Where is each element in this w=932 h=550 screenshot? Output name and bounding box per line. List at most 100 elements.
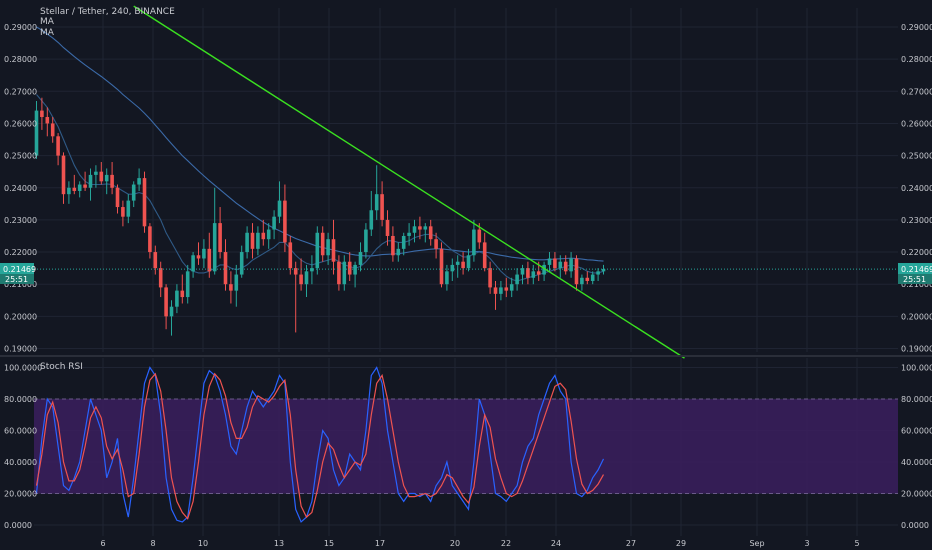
candle-body <box>374 194 379 211</box>
candle-body <box>250 232 255 249</box>
time-tick-label: 5 <box>854 539 859 548</box>
countdown-left-label: 25:51 <box>5 275 28 284</box>
price-tick-label-right: 0.22000 <box>901 248 932 257</box>
stoch-tick-label-left: 20.0000 <box>4 490 37 499</box>
stoch-tick-label-left: 40.0000 <box>4 458 37 467</box>
candle-body <box>369 210 374 230</box>
candle-body <box>256 232 260 249</box>
price-tick-label-right: 0.28000 <box>901 55 932 64</box>
stoch-tick-label-left: 100.0000 <box>4 364 42 373</box>
price-tick-label-right: 0.26000 <box>901 119 932 128</box>
candle-body <box>261 232 266 240</box>
stoch-tick-label-right: 100.0000 <box>901 364 932 373</box>
candle-body <box>542 264 546 275</box>
candle-body <box>504 287 509 291</box>
candle-body <box>347 261 352 275</box>
candle-body <box>574 258 579 285</box>
trendline-layer[interactable] <box>133 5 685 359</box>
candle-body <box>499 287 503 294</box>
candle-body <box>455 261 460 265</box>
candle-body <box>196 255 201 259</box>
candle-body <box>488 268 492 288</box>
time-tick-label: 15 <box>324 539 334 548</box>
candle-body <box>331 239 336 262</box>
time-tick-label: 3 <box>804 539 809 548</box>
candle-body <box>482 242 487 269</box>
candle-body <box>234 274 239 291</box>
candle-body <box>445 271 449 285</box>
candle-body <box>418 226 422 230</box>
candle-body <box>202 248 206 259</box>
last-price-right-label: 0.21469 <box>901 265 932 274</box>
candle-body <box>590 274 595 281</box>
candle-body <box>77 184 82 191</box>
countdown-right-label: 25:51 <box>903 275 926 284</box>
stoch-tick-label-right: 20.0000 <box>901 490 932 499</box>
time-tick-label: 27 <box>626 539 636 548</box>
price-tick-label-left: 0.29000 <box>4 23 37 32</box>
price-tick-label-left: 0.25000 <box>4 152 37 161</box>
candle-body <box>585 277 590 281</box>
candle-body <box>299 274 303 285</box>
candle-body <box>428 226 433 240</box>
symbol-title: Stellar / Tether, 240, BINANCE <box>40 7 175 17</box>
candle-body <box>337 261 341 285</box>
stoch-overbought-oversold-band <box>34 399 898 494</box>
time-tick-label: 13 <box>274 539 284 548</box>
candle-body <box>158 268 163 288</box>
last-price-badge-left: 0.21469 25:51 <box>0 263 36 284</box>
candle-body <box>315 232 320 269</box>
candle-body <box>34 110 39 156</box>
candle-body <box>88 174 93 188</box>
stoch-k-line <box>35 366 605 523</box>
stoch-rsi-layer <box>35 366 605 523</box>
candle-body <box>563 261 568 272</box>
time-tick-label: 8 <box>150 539 155 548</box>
candle-body <box>164 287 168 317</box>
stoch-tick-label-left: 0.0000 <box>4 521 32 530</box>
time-tick-label: 10 <box>198 539 208 548</box>
candle-body <box>531 271 536 278</box>
candle-body <box>239 252 244 275</box>
candle-body <box>439 248 444 285</box>
trendline[interactable] <box>133 5 685 359</box>
candle-body <box>121 207 125 217</box>
price-tick-label-right: 0.29000 <box>901 23 932 32</box>
candle-body <box>407 232 411 236</box>
moving-average-fast-line <box>36 94 604 282</box>
candle-body <box>110 174 114 188</box>
stoch-tick-label-left: 60.0000 <box>4 427 37 436</box>
last-price-badge-right: 0.21469 25:51 <box>898 263 932 284</box>
candle-body <box>423 226 428 230</box>
candle-body <box>40 110 44 118</box>
price-tick-label-right: 0.21000 <box>901 280 932 289</box>
candle-body <box>272 216 276 230</box>
candle-body <box>558 261 563 269</box>
candle-body <box>131 184 136 201</box>
candle-body <box>547 258 552 265</box>
candle-body <box>380 194 384 220</box>
candle-body <box>461 261 465 269</box>
candle-body <box>115 187 120 208</box>
candle-body <box>304 271 309 285</box>
candle-body <box>229 284 233 291</box>
candle-body <box>185 271 190 298</box>
price-tick-label-left: 0.27000 <box>4 87 37 96</box>
candle-body <box>450 264 455 272</box>
candle-body <box>142 178 147 227</box>
price-tick-label-left: 0.20000 <box>4 312 37 321</box>
candle-body <box>67 187 71 195</box>
last-price-left-label: 0.21469 <box>3 265 36 274</box>
last-price-badge-right-bg <box>898 263 932 274</box>
price-tick-label-left: 0.26000 <box>4 119 37 128</box>
time-tick-label: 17 <box>375 539 385 548</box>
candle-body <box>364 229 368 253</box>
stoch-tick-label-right: 60.0000 <box>901 427 932 436</box>
ma-legend-1: MA <box>40 17 55 27</box>
candle-body <box>293 268 298 275</box>
candle-body <box>104 174 109 182</box>
axis-layer: 0.29000 0.29000 0.28000 0.28000 0.27000 0.270… <box>4 23 932 548</box>
candle-body <box>569 258 573 272</box>
